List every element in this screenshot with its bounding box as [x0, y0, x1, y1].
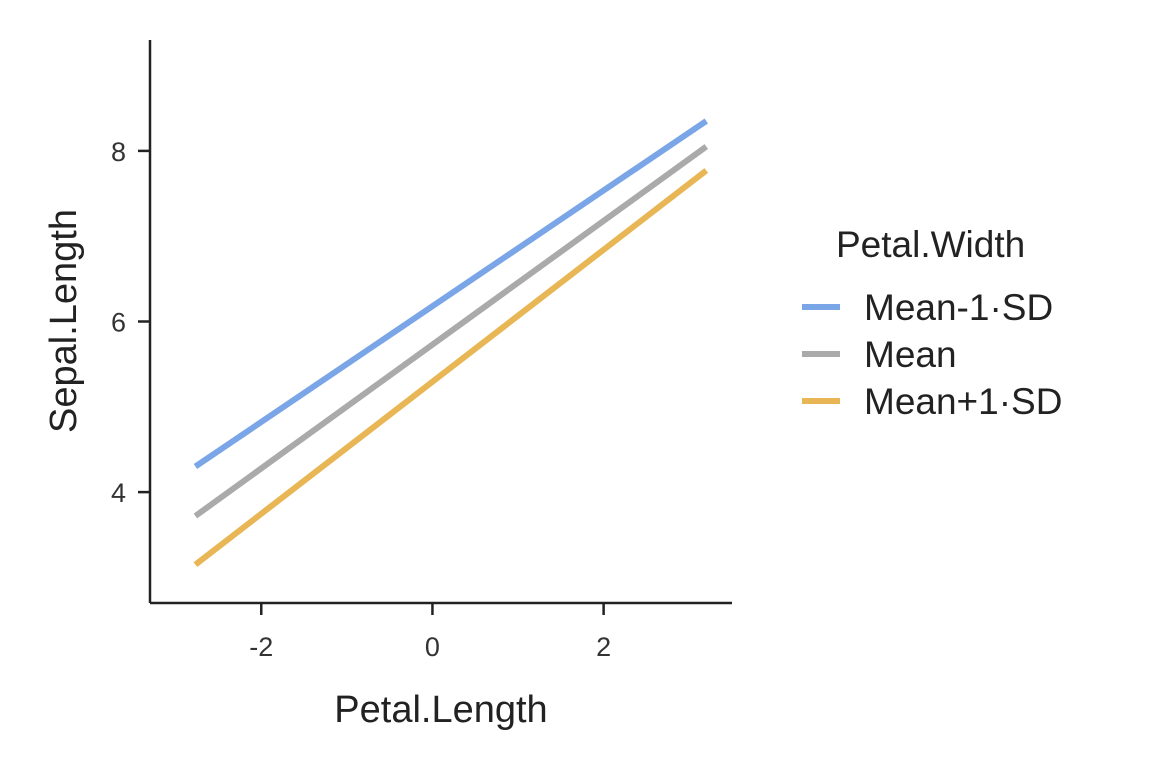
y-ticks: 4 6 8 [111, 137, 150, 508]
legend-label-3: Mean+1·SD [864, 381, 1062, 422]
x-ticks: -2 0 2 [249, 603, 611, 662]
x-tick-label: -2 [249, 632, 273, 662]
series-line-2 [193, 144, 709, 519]
series-layer [193, 118, 709, 567]
x-tick-label: 2 [596, 632, 611, 662]
legend-label-2: Mean [864, 334, 957, 375]
y-tick-label: 6 [111, 308, 126, 338]
y-tick-label: 4 [111, 478, 126, 508]
legend: Petal.Width Mean-1·SD Mean Mean+1·SD [802, 224, 1062, 422]
x-axis-title: Petal.Length [334, 689, 547, 731]
y-axis-title: Sepal.Length [43, 209, 85, 433]
series-line-3 [193, 168, 709, 567]
x-tick-label: 0 [425, 632, 440, 662]
legend-items: Mean-1·SD Mean Mean+1·SD [802, 287, 1062, 422]
legend-label-1: Mean-1·SD [864, 287, 1053, 328]
y-tick-label: 8 [111, 137, 126, 167]
plot-area: -2 0 2 4 6 8 [111, 40, 732, 662]
legend-title: Petal.Width [836, 224, 1025, 265]
series-line-1 [193, 118, 708, 469]
